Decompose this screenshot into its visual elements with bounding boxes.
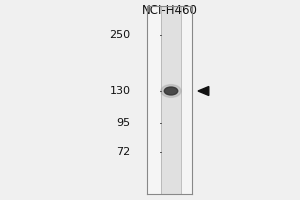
Ellipse shape bbox=[161, 85, 181, 97]
Text: 250: 250 bbox=[110, 30, 130, 40]
Text: 95: 95 bbox=[116, 118, 130, 128]
Text: 72: 72 bbox=[116, 147, 130, 157]
Bar bbox=[147, 6, 192, 194]
Text: NCI-H460: NCI-H460 bbox=[142, 4, 197, 18]
Text: 130: 130 bbox=[110, 86, 130, 96]
Ellipse shape bbox=[164, 87, 178, 95]
Polygon shape bbox=[198, 86, 209, 96]
Bar bbox=[161, 6, 181, 194]
